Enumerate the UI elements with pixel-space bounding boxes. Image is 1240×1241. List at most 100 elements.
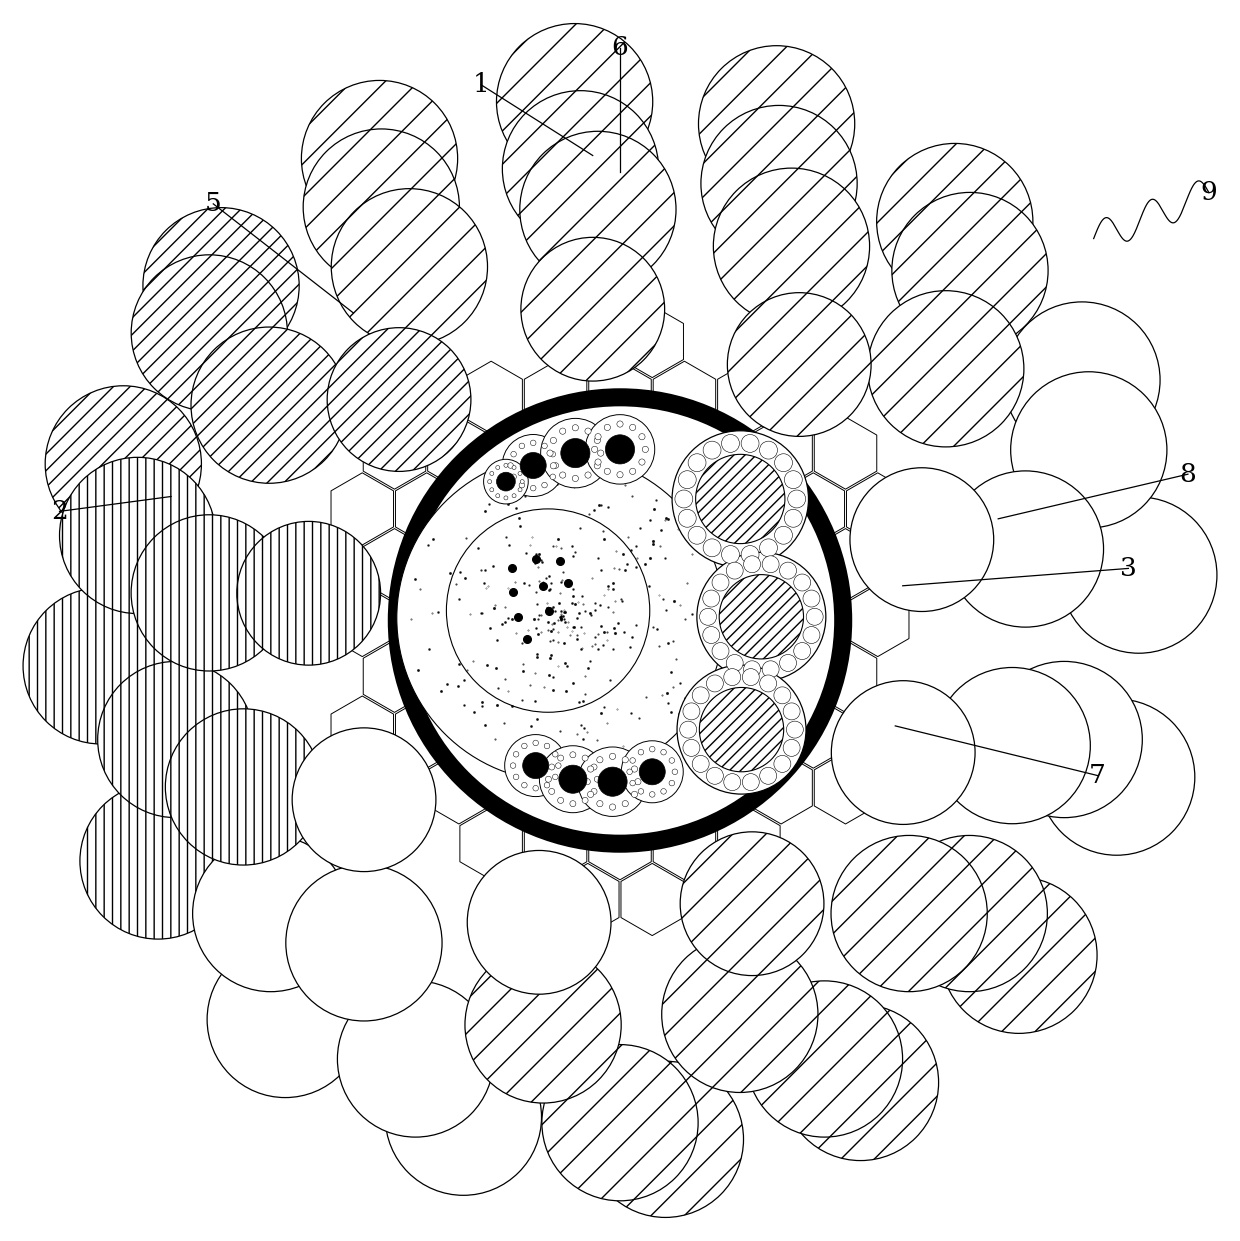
Circle shape [831,681,975,824]
Polygon shape [525,808,587,880]
Circle shape [531,485,536,491]
Polygon shape [492,529,554,601]
Circle shape [331,189,487,345]
Circle shape [165,709,321,865]
Polygon shape [331,585,393,656]
Circle shape [760,675,776,692]
Polygon shape [589,473,651,545]
Circle shape [192,835,348,992]
Circle shape [518,488,522,491]
Circle shape [595,433,601,439]
Polygon shape [847,696,909,768]
Circle shape [782,1004,939,1160]
Circle shape [630,781,635,786]
Circle shape [523,752,548,778]
Circle shape [675,490,693,508]
Polygon shape [589,585,651,656]
Circle shape [533,740,538,746]
Circle shape [301,81,458,237]
Circle shape [98,661,254,818]
Polygon shape [492,640,554,712]
Circle shape [639,459,645,465]
Polygon shape [621,640,683,712]
Circle shape [521,479,525,484]
Polygon shape [815,529,877,601]
Circle shape [774,756,791,772]
Circle shape [559,472,565,478]
Circle shape [640,758,665,784]
Polygon shape [396,473,458,545]
Circle shape [630,468,636,474]
Circle shape [490,488,494,491]
Polygon shape [557,640,619,712]
Polygon shape [750,640,812,712]
Polygon shape [331,473,393,545]
Circle shape [707,767,723,784]
Circle shape [688,526,706,545]
Circle shape [511,474,516,479]
Circle shape [622,757,629,763]
Circle shape [699,608,717,625]
Circle shape [547,450,553,457]
Circle shape [594,776,600,782]
Polygon shape [686,752,748,824]
Circle shape [327,328,471,472]
Circle shape [595,459,601,465]
Text: 6: 6 [611,35,629,60]
Circle shape [701,105,857,262]
Circle shape [707,675,723,692]
Circle shape [727,654,743,671]
Circle shape [598,767,627,797]
Circle shape [672,431,808,567]
Circle shape [703,539,720,557]
Circle shape [677,665,806,794]
Polygon shape [589,808,651,880]
Circle shape [724,773,740,791]
Circle shape [570,752,575,758]
Circle shape [630,758,635,763]
Circle shape [635,778,641,784]
Circle shape [585,414,655,484]
Circle shape [1011,372,1167,527]
Polygon shape [718,585,780,656]
Circle shape [785,509,802,527]
Circle shape [604,424,610,431]
Circle shape [794,575,811,591]
Polygon shape [428,640,490,712]
Circle shape [542,443,547,449]
Circle shape [594,437,600,443]
Circle shape [760,767,776,784]
Circle shape [683,740,699,756]
Circle shape [692,686,709,704]
Circle shape [780,654,796,671]
Circle shape [596,757,603,763]
Circle shape [467,850,611,994]
Polygon shape [718,696,780,768]
Circle shape [553,463,558,468]
Circle shape [1039,699,1195,855]
Polygon shape [557,417,619,489]
Circle shape [661,788,666,794]
Circle shape [760,539,777,557]
Circle shape [542,483,547,488]
Text: 1: 1 [472,72,490,97]
Polygon shape [460,361,522,433]
Circle shape [502,434,564,496]
Circle shape [285,865,441,1021]
Circle shape [787,490,806,508]
Circle shape [670,781,675,786]
Circle shape [505,735,567,797]
Circle shape [794,643,811,659]
Circle shape [621,741,683,803]
Circle shape [742,546,759,563]
Polygon shape [686,529,748,601]
Polygon shape [653,361,715,433]
Circle shape [510,763,516,768]
Circle shape [722,546,739,563]
Circle shape [804,627,820,644]
Circle shape [578,747,647,817]
Polygon shape [331,696,393,768]
Polygon shape [363,529,425,601]
Circle shape [703,441,720,459]
Circle shape [496,465,500,469]
